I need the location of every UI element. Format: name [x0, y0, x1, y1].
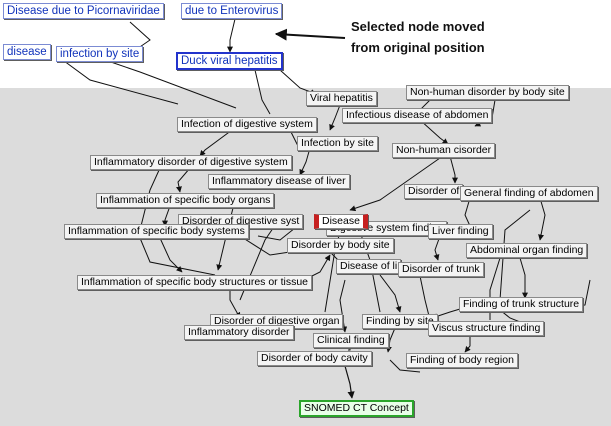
node-inflammatory-disease-of-liver[interactable]: Inflammatory disease of liver: [208, 174, 350, 189]
edge: [104, 59, 237, 109]
edge: [464, 336, 471, 353]
edge: [139, 237, 216, 276]
node-disease-due-to-picornaviridae[interactable]: Disease due to Picornaviridae: [3, 3, 164, 19]
edge: [538, 197, 546, 241]
annotation-text: Selected node moved from original positi…: [351, 16, 561, 58]
edge: [257, 223, 301, 241]
node-general-finding-of-abdomen[interactable]: General finding of abdomen: [460, 186, 598, 201]
node-disorder-by-body-site[interactable]: Disorder by body site: [287, 238, 394, 253]
edge: [139, 167, 161, 231]
edge: [239, 235, 291, 256]
node-snomed-ct-concept[interactable]: SNOMED CT Concept: [299, 400, 414, 417]
node-inflammation-of-specific-body-organs[interactable]: Inflammation of specific body organs: [96, 193, 275, 208]
edge: [419, 119, 449, 145]
edge: [389, 359, 421, 373]
node-abdominal-organ-finding[interactable]: Abdominal organ finding: [466, 243, 588, 258]
edge: [419, 275, 432, 321]
node-disease-small[interactable]: disease: [3, 44, 51, 60]
edge: [159, 237, 183, 273]
node-inflammation-of-specific-body-structures-or-tissue[interactable]: Inflammation of specific body structures…: [77, 275, 313, 290]
edge: [464, 197, 471, 227]
node-infectious-disease-of-abdomen[interactable]: Infectious disease of abdomen: [342, 108, 493, 123]
annotation-line-1: Selected node moved: [351, 19, 485, 34]
node-inflammation-of-specific-body-systems[interactable]: Inflammation of specific body systems: [64, 224, 249, 239]
node-infection-by-site[interactable]: Infection by site: [297, 136, 378, 151]
edge: [299, 147, 311, 176]
edge: [227, 18, 236, 53]
node-viral-hepatitis[interactable]: Viral hepatitis: [306, 91, 377, 106]
node-viscus-structure-finding[interactable]: Viscus structure finding: [428, 321, 545, 336]
annotation-background: [296, 0, 611, 88]
edge: [199, 129, 233, 157]
node-finding-of-trunk-structure[interactable]: Finding of trunk structure: [459, 297, 584, 312]
edge: [433, 235, 441, 261]
node-disease-of-liver[interactable]: Disease of li: [336, 259, 402, 274]
node-infection-by-site-top[interactable]: infection by site: [56, 46, 144, 62]
edge: [175, 167, 191, 193]
edge: [385, 327, 396, 353]
edge: [519, 257, 528, 299]
node-due-to-enterovirus[interactable]: due to Enterovirus: [181, 3, 283, 19]
edge: [349, 157, 441, 212]
node-inflammatory-disorder-of-digestive-system[interactable]: Inflammatory disorder of digestive syste…: [90, 155, 292, 170]
node-disease-focus[interactable]: Disease: [314, 214, 368, 229]
node-disorder-of-trunk[interactable]: Disorder of trunk: [398, 262, 484, 277]
node-duck-viral-hepatitis[interactable]: Duck viral hepatitis: [176, 52, 283, 70]
edge: [59, 57, 179, 105]
edge: [379, 274, 402, 313]
edge: [449, 155, 458, 184]
edge: [254, 69, 271, 115]
node-disorder-of[interactable]: Disorder of: [404, 184, 464, 199]
node-non-human-disorder[interactable]: Non-human cisorder: [392, 143, 496, 158]
node-finding-of-body-region[interactable]: Finding of body region: [406, 353, 518, 368]
edge: [229, 286, 241, 319]
edge: [162, 205, 171, 227]
node-clinical-finding[interactable]: Clinical finding: [313, 333, 389, 348]
edge: [329, 104, 341, 131]
node-non-human-disorder-by-body-site[interactable]: Non-human disorder by body site: [406, 85, 569, 100]
node-finding-by-site[interactable]: Finding by site: [362, 314, 438, 329]
annotation-arrow: [274, 28, 346, 41]
node-inflammatory-disorder[interactable]: Inflammatory disorder: [184, 325, 294, 340]
edge: [499, 209, 531, 301]
node-disorder-of-body-cavity[interactable]: Disorder of body cavity: [257, 351, 372, 366]
edge: [344, 365, 355, 399]
annotation-line-2: from original position: [351, 40, 485, 55]
node-liver-finding[interactable]: Liver finding: [428, 224, 493, 239]
node-infection-of-digestive-system[interactable]: Infection of digestive system: [177, 117, 317, 132]
